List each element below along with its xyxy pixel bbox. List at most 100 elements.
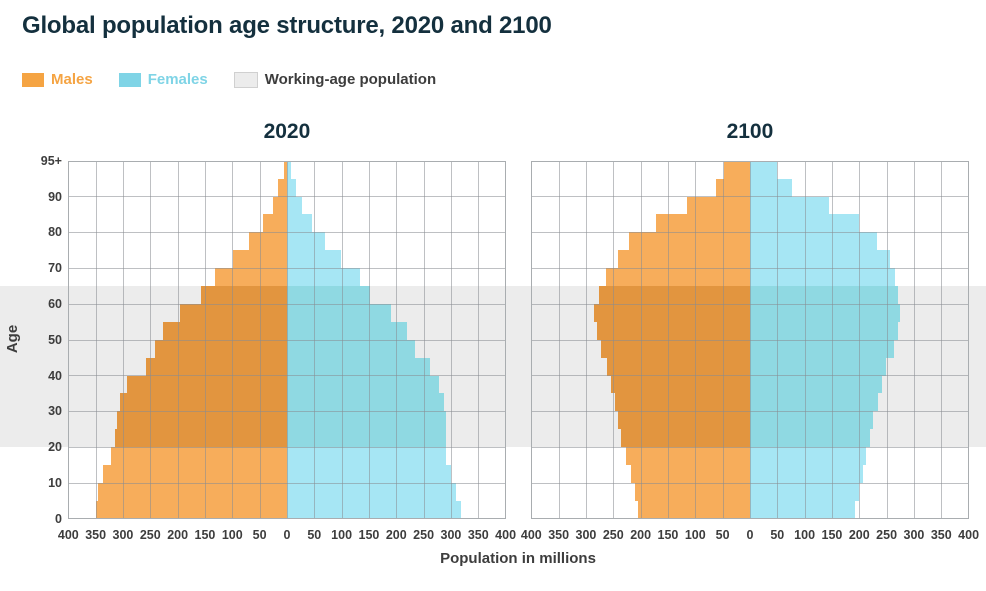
females-swatch-icon [118,72,141,87]
x-tick-label: 400 [495,527,517,542]
bar-females-2020-age-25-29 [286,411,446,430]
legend-working-age-label: Working-age population [264,71,437,88]
bar-males-2100-age-20-24 [620,429,750,448]
bar-males-2020-age-25-29 [116,411,287,430]
x-tick-label: 250 [602,527,624,542]
gridline-horizontal [68,339,506,341]
bar-females-2100-age-45-49 [749,339,894,358]
y-tick-label-40: 40 [48,368,62,383]
gridline-horizontal [531,411,969,413]
bar-males-2100-age-0-4 [637,500,750,519]
y-tick-label-10: 10 [48,475,62,490]
gridline-horizontal [531,339,969,341]
bar-females-2100-age-85-89 [749,196,830,215]
bar-males-2020-age-15-19 [111,447,287,465]
bar-females-2020-age-95+ [286,160,291,179]
bar-males-2020-age-10-14 [102,465,287,483]
x-tick-label: 300 [903,527,925,542]
bar-females-2020-age-35-39 [286,375,439,394]
y-tick-label-50: 50 [48,332,62,347]
x-tick-label: 350 [85,527,107,542]
gridline-horizontal [531,268,969,270]
bar-males-2020-age-20-24 [114,429,287,448]
bar-females-2020-age-40-44 [286,357,431,376]
x-tick-label: 0 [283,527,291,542]
y-tick-label-0: 0 [55,511,62,526]
bar-females-2020-age-5-9 [286,482,457,501]
x-tick-label: 250 [139,527,161,542]
y-tick-label-95+: 95+ [40,153,62,168]
bar-females-2020-age-80-84 [286,214,312,233]
bar-females-2020-age-55-59 [286,303,391,322]
bar-females-2020-age-30-34 [286,393,445,412]
gridline-horizontal [531,375,969,377]
bar-males-2020-age-60-64 [200,286,287,304]
bar-females-2100-age-40-44 [749,357,887,376]
plot-frame [531,160,969,519]
legend: Males Females Working-age population [22,71,436,88]
y-tick-label-30: 30 [48,404,62,419]
bar-males-2100-age-70-74 [617,250,750,269]
chart-title-2100: 2100 [726,120,774,143]
legend-females-label: Females [147,71,208,88]
x-tick-label: 250 [413,527,435,542]
bar-females-2100-age-90-94 [749,178,793,197]
y-tick-label-20: 20 [48,440,62,455]
gridline-horizontal [531,303,969,305]
gridline-horizontal [68,411,506,413]
page-title: Global population age structure, 2020 an… [22,12,552,39]
bar-males-2100-age-5-9 [635,482,750,501]
bar-males-2100-age-55-59 [594,303,750,322]
population-axis-title: Population in millions [440,550,596,567]
x-tick-label: 150 [358,527,380,542]
x-tick-label: 300 [575,527,597,542]
bar-females-2100-age-15-19 [749,447,867,465]
x-tick-label: 50 [770,527,785,542]
gridline-horizontal [531,482,969,484]
bar-males-2100-age-95+ [723,160,750,179]
x-tick-label: 350 [467,527,489,542]
bar-females-2020-age-65-69 [286,268,360,286]
bar-females-2020-age-10-14 [286,465,451,483]
bar-females-2100-age-0-4 [749,500,856,519]
bar-females-2100-age-20-24 [749,429,871,448]
bar-females-2100-age-55-59 [749,303,900,322]
x-tick-label: 150 [194,527,216,542]
bar-females-2020-age-45-49 [286,339,416,358]
bar-males-2020-age-30-34 [119,393,287,412]
working-age-swatch-icon [233,71,258,88]
pyramid-2020 [68,160,506,519]
legend-item-females: Females [118,71,208,88]
x-tick-label: 200 [385,527,407,542]
bar-females-2100-age-50-54 [749,321,899,340]
legend-males-label: Males [51,71,93,88]
gridline-horizontal [68,375,506,377]
x-tick-label: 0 [746,527,754,542]
pyramid-2100 [531,160,969,519]
gridline-horizontal [68,232,506,234]
bar-males-2100-age-30-34 [615,393,750,412]
bar-males-2100-age-75-79 [629,232,750,251]
bar-males-2100-age-80-84 [656,214,750,233]
bar-females-2020-age-20-24 [286,429,446,448]
bar-males-2100-age-85-89 [686,196,750,215]
bar-males-2020-age-85-89 [273,196,287,215]
x-tick-label: 400 [520,527,542,542]
x-tick-label: 200 [848,527,870,542]
bar-females-2100-age-95+ [749,160,777,179]
gridline-horizontal [531,232,969,234]
bar-females-2100-age-80-84 [749,214,859,233]
x-tick-label: 300 [112,527,134,542]
x-tick-label: 150 [657,527,679,542]
bar-females-2100-age-70-74 [749,250,890,269]
bar-males-2100-age-10-14 [630,465,750,483]
y-tick-label-60: 60 [48,296,62,311]
bar-males-2100-age-65-69 [605,268,750,286]
x-tick-label: 100 [221,527,243,542]
x-tick-label: 100 [684,527,706,542]
bar-males-2020-age-45-49 [154,339,287,358]
age-axis-title: Age [4,324,21,354]
x-tick-label: 50 [307,527,322,542]
chart-title-2020: 2020 [263,120,311,143]
bar-females-2100-age-5-9 [749,482,859,501]
